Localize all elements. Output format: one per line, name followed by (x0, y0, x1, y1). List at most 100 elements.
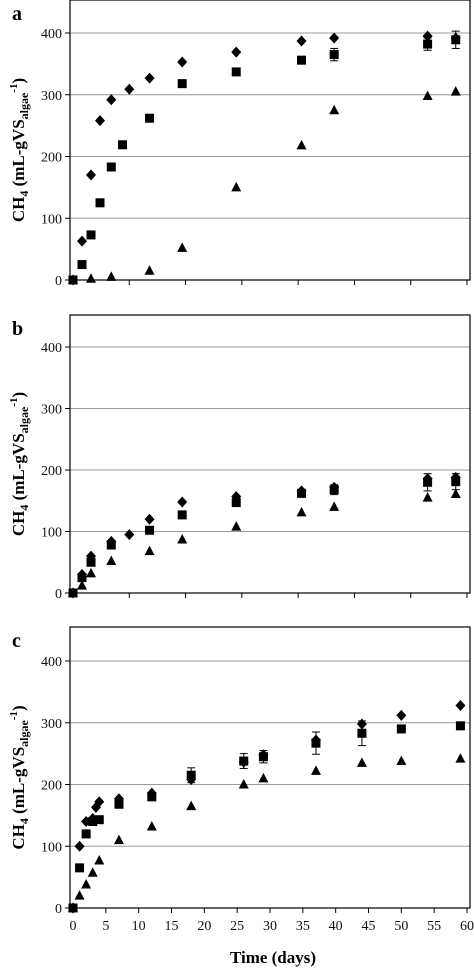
data-point-triangle (186, 800, 197, 811)
data-point-triangle (81, 879, 92, 889)
y-tick-label: 400 (41, 27, 62, 42)
data-point-square (451, 35, 461, 45)
data-point-triangle (238, 779, 249, 789)
data-point-square (297, 55, 307, 65)
data-point-square (396, 724, 406, 734)
series-diamond (68, 30, 461, 286)
data-point-triangle (144, 545, 155, 556)
data-point-triangle (450, 488, 461, 498)
x-tick-label: 50 (394, 919, 408, 934)
data-point-square (231, 67, 241, 77)
data-point-triangle (329, 104, 340, 115)
data-point-square (423, 39, 433, 49)
x-tick-label: 0 (70, 919, 77, 934)
data-point-triangle (356, 757, 367, 767)
data-point-square (297, 488, 307, 498)
panel-label: c (12, 630, 21, 652)
data-point-square (95, 198, 105, 208)
x-axis-title: Time (days) (230, 948, 316, 967)
y-tick-label: 400 (41, 341, 62, 356)
y-tick-label: 200 (41, 151, 62, 166)
y-tick-label: 100 (41, 212, 62, 227)
y-tick-label: 300 (41, 89, 62, 104)
data-point-diamond (74, 840, 85, 852)
x-tick-label: 55 (427, 919, 441, 934)
data-point-square (186, 770, 196, 780)
data-point-square (114, 799, 124, 809)
panel-label: b (12, 318, 23, 340)
data-point-square (106, 162, 116, 172)
data-point-diamond (94, 796, 105, 808)
x-tick-label: 40 (329, 919, 343, 934)
series-triangle (68, 488, 461, 597)
data-point-square (451, 477, 461, 487)
data-point-diamond (77, 235, 88, 247)
data-point-square (86, 230, 96, 240)
data-point-triangle (329, 501, 340, 511)
data-point-square (88, 817, 98, 827)
data-point-square (258, 752, 268, 762)
panel-label: a (12, 3, 22, 25)
plot-frame (69, 626, 471, 909)
plot-frame (69, 0, 471, 281)
x-tick-label: 15 (165, 919, 179, 934)
data-point-triangle (68, 587, 78, 597)
data-point-square (329, 50, 339, 60)
x-tick-label: 35 (296, 919, 310, 934)
data-point-diamond (177, 496, 188, 508)
data-point-diamond (95, 115, 106, 127)
y-axis-title: CH4 (mL-gVSalgae-1) (8, 392, 31, 536)
data-point-square (357, 728, 367, 738)
data-point-diamond (124, 529, 135, 541)
data-point-triangle (94, 854, 105, 865)
y-axis-title: CH4 (mL-gVSalgae-1) (8, 705, 31, 849)
data-point-triangle (422, 492, 433, 502)
data-point-triangle (231, 181, 242, 192)
data-point-square (455, 721, 465, 731)
data-point-square (147, 792, 157, 802)
y-tick-label: 200 (41, 464, 62, 479)
y-tick-label: 0 (55, 902, 62, 917)
data-point-triangle (177, 533, 188, 544)
data-point-square (77, 260, 87, 270)
data-point-triangle (258, 772, 269, 783)
data-point-square (118, 140, 128, 150)
data-point-diamond (231, 46, 242, 58)
y-tick-label: 0 (55, 587, 62, 602)
y-axis-title: CH4 (mL-gVSalgae-1) (8, 78, 31, 222)
panel-c: 0 100 200 300 400 0 5 10 15 20 25 30 35 40 45 50 55 60 c (12, 626, 474, 934)
data-point-triangle (422, 90, 433, 100)
data-point-square (177, 79, 187, 89)
x-tick-label: 25 (230, 919, 244, 934)
x-tick-label: 60 (460, 919, 474, 934)
data-point-diamond (455, 699, 466, 711)
data-point-square (231, 498, 241, 508)
data-point-square (145, 525, 155, 535)
series-diamond (68, 471, 461, 599)
data-point-square (423, 477, 433, 487)
series-square (68, 30, 461, 285)
y-tick-label: 300 (41, 403, 62, 418)
x-tick-label: 30 (263, 919, 277, 934)
data-point-square (94, 815, 104, 825)
data-point-diamond (422, 30, 433, 42)
data-point-triangle (77, 580, 88, 590)
y-tick-label: 100 (41, 840, 62, 855)
data-point-square (75, 863, 85, 873)
data-point-square (329, 485, 339, 495)
data-point-triangle (396, 755, 407, 766)
data-point-triangle (177, 242, 188, 252)
data-point-square (239, 756, 249, 766)
data-point-triangle (455, 753, 466, 763)
data-point-square (81, 829, 91, 839)
y-tick-label: 300 (41, 717, 62, 732)
panel-b: 0 100 200 300 400 b (12, 314, 471, 602)
data-point-triangle (450, 86, 461, 96)
data-point-square (145, 113, 155, 123)
x-tick-label: 5 (102, 919, 109, 934)
data-point-diamond (124, 83, 135, 95)
data-point-triangle (310, 765, 321, 775)
x-tick-label: 45 (362, 919, 376, 934)
data-point-diamond (329, 32, 340, 44)
